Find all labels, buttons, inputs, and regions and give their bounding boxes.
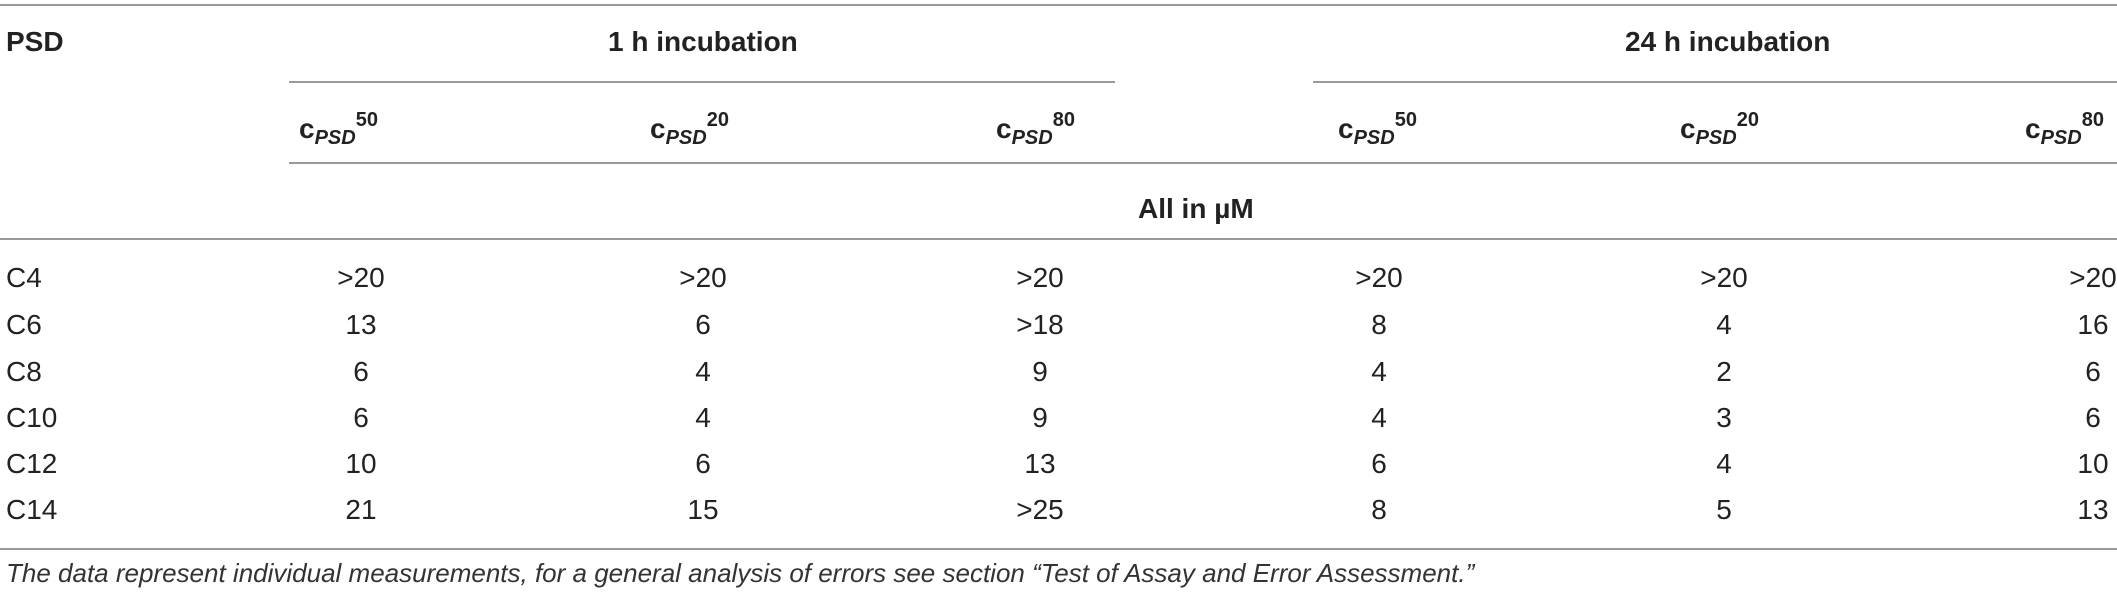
row-label: C10 — [6, 402, 58, 433]
table-cell: 9 — [1032, 402, 1048, 433]
table-cell: 6 — [353, 356, 369, 387]
table-cell: 6 — [2085, 356, 2101, 387]
table-cell: 4 — [1371, 402, 1387, 433]
row-label: C6 — [6, 309, 42, 340]
table-cell: 13 — [1024, 448, 1056, 479]
table-cell: 4 — [695, 356, 711, 387]
units-rule — [0, 238, 2117, 240]
table-cell: 10 — [345, 448, 377, 479]
table-cell: 15 — [687, 494, 719, 525]
subheader-rule — [289, 162, 2117, 164]
group-header-1h: 1 h incubation — [608, 26, 798, 57]
table-cell: >20 — [1355, 262, 1403, 293]
table-cell: 6 — [1371, 448, 1387, 479]
table-cell: 6 — [353, 402, 369, 433]
units-label: All in µM — [1138, 193, 1254, 224]
subcolumn-header: cPSD80 — [996, 109, 1075, 149]
table-cell: 13 — [345, 309, 377, 340]
table-cell: 4 — [695, 402, 711, 433]
table-cell: >20 — [1700, 262, 1748, 293]
row-label: C8 — [6, 356, 42, 387]
subcolumn-header: cPSD20 — [1680, 109, 1759, 149]
table-cell: 2 — [1716, 356, 1732, 387]
table-cell: 9 — [1032, 356, 1048, 387]
table-cell: 10 — [2077, 448, 2109, 479]
table-cell: 6 — [695, 309, 711, 340]
table-cell: 4 — [1716, 309, 1732, 340]
table-cell: >25 — [1016, 494, 1064, 525]
table-cell: 3 — [1716, 402, 1732, 433]
subcolumn-header: cPSD80 — [2025, 109, 2104, 149]
top-rule — [0, 4, 2117, 6]
table-cell: >20 — [1016, 262, 1064, 293]
table-cell: >20 — [2069, 262, 2117, 293]
table-cell: 4 — [1371, 356, 1387, 387]
group-rule-1h — [289, 81, 1115, 83]
group-rule-24h — [1313, 81, 2117, 83]
row-label: C12 — [6, 448, 58, 479]
table-cell: 5 — [1716, 494, 1732, 525]
subcolumn-header: cPSD50 — [1338, 109, 1417, 149]
table-cell: 21 — [345, 494, 377, 525]
table-cell: >20 — [337, 262, 385, 293]
row-label: C14 — [6, 494, 58, 525]
group-header-24h: 24 h incubation — [1625, 26, 1831, 57]
table-cell: 6 — [695, 448, 711, 479]
row-label: C4 — [6, 262, 42, 293]
row-header-psd: PSD — [6, 26, 64, 57]
table-cell: 8 — [1371, 309, 1387, 340]
table-cell: 13 — [2077, 494, 2109, 525]
table-footnote: The data represent individual measuremen… — [6, 558, 1475, 588]
table-cell: 6 — [2085, 402, 2101, 433]
table-cell: >20 — [679, 262, 727, 293]
subcolumn-header: cPSD20 — [650, 109, 729, 149]
table-cell: 16 — [2077, 309, 2109, 340]
subcolumn-header: cPSD50 — [299, 109, 378, 149]
table-cell: >18 — [1016, 309, 1064, 340]
table-cell: 8 — [1371, 494, 1387, 525]
bottom-rule — [0, 548, 2117, 550]
table-cell: 4 — [1716, 448, 1732, 479]
